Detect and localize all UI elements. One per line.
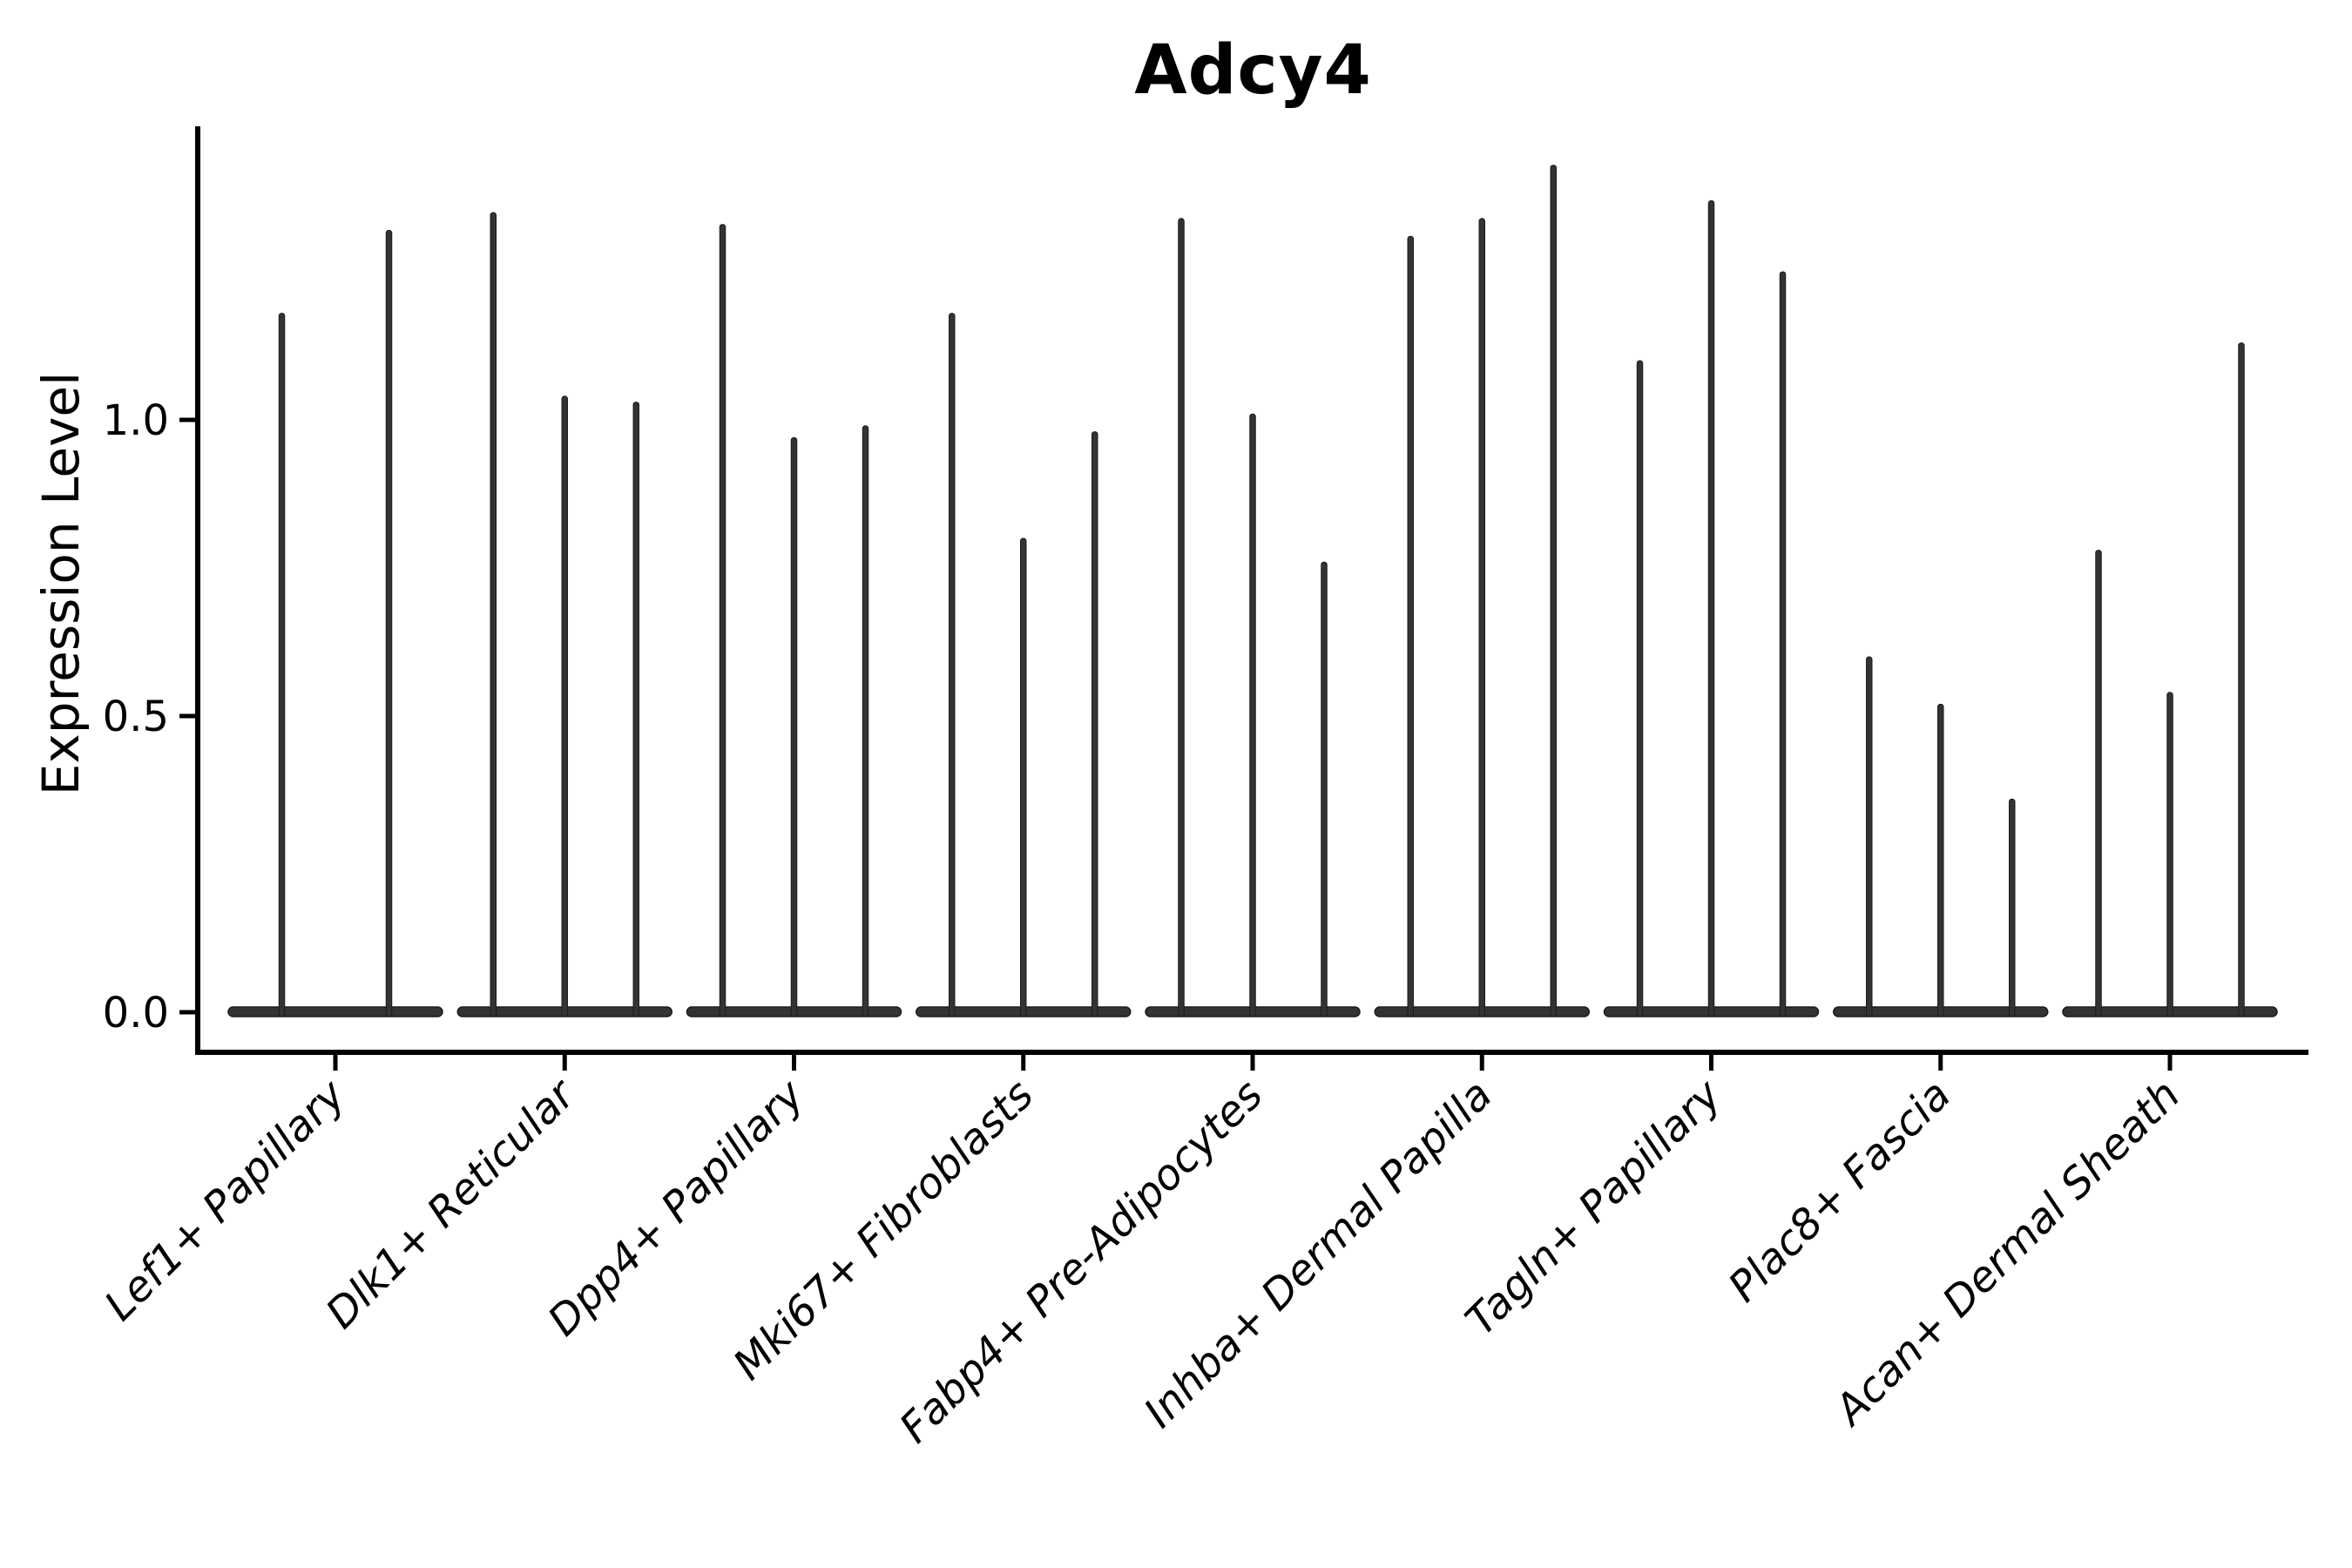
violin [719,224,727,1017]
violin-group [2062,342,2278,1017]
chart-title: Adcy4 [1134,31,1372,110]
violin [949,313,956,1017]
x-category-label: Dpp4+ Papillary [538,1070,814,1345]
violin [1407,235,1414,1017]
violin [2166,692,2173,1017]
x-category-label: Fabp4+ Pre-Adipocytes [890,1071,1273,1453]
violin [2009,798,2016,1017]
violin [1020,537,1027,1017]
violin [632,402,639,1017]
violin-group [1145,218,1361,1017]
violin [2095,550,2102,1017]
violin [862,425,869,1017]
y-tick-label: 1.0 [103,396,169,445]
violin [490,212,497,1017]
violin [790,436,798,1017]
violin [278,313,286,1017]
x-category-label: Dlk1+ Reticular [317,1069,587,1339]
violin-group [456,212,672,1017]
violin [2238,342,2245,1017]
violin [1636,360,1644,1017]
x-category-label: Tagln+ Papillary [1456,1070,1732,1345]
violin [1178,218,1185,1017]
violin-group [1833,656,2049,1017]
violin [1321,561,1328,1017]
violin [385,229,393,1017]
violin [1092,431,1098,1017]
violin-group [1603,199,1820,1017]
violin [1779,271,1787,1017]
violin [1937,703,1944,1017]
violin [1249,413,1256,1017]
violin-group [1374,165,1590,1017]
violin-group [686,224,902,1017]
x-category-label: Lef1+ Papillary [95,1070,355,1330]
violin [1550,165,1557,1017]
violin-group [916,313,1132,1017]
violin-base [227,1006,443,1017]
x-category-label: Plac8+ Fascia [1720,1071,1961,1312]
violin [1866,656,1873,1017]
y-tick-label: 0.0 [103,989,169,1037]
violin [1478,218,1485,1017]
violin [561,395,568,1017]
y-tick-label: 0.5 [103,693,169,741]
violin-group [227,229,443,1017]
violin [1707,199,1715,1017]
